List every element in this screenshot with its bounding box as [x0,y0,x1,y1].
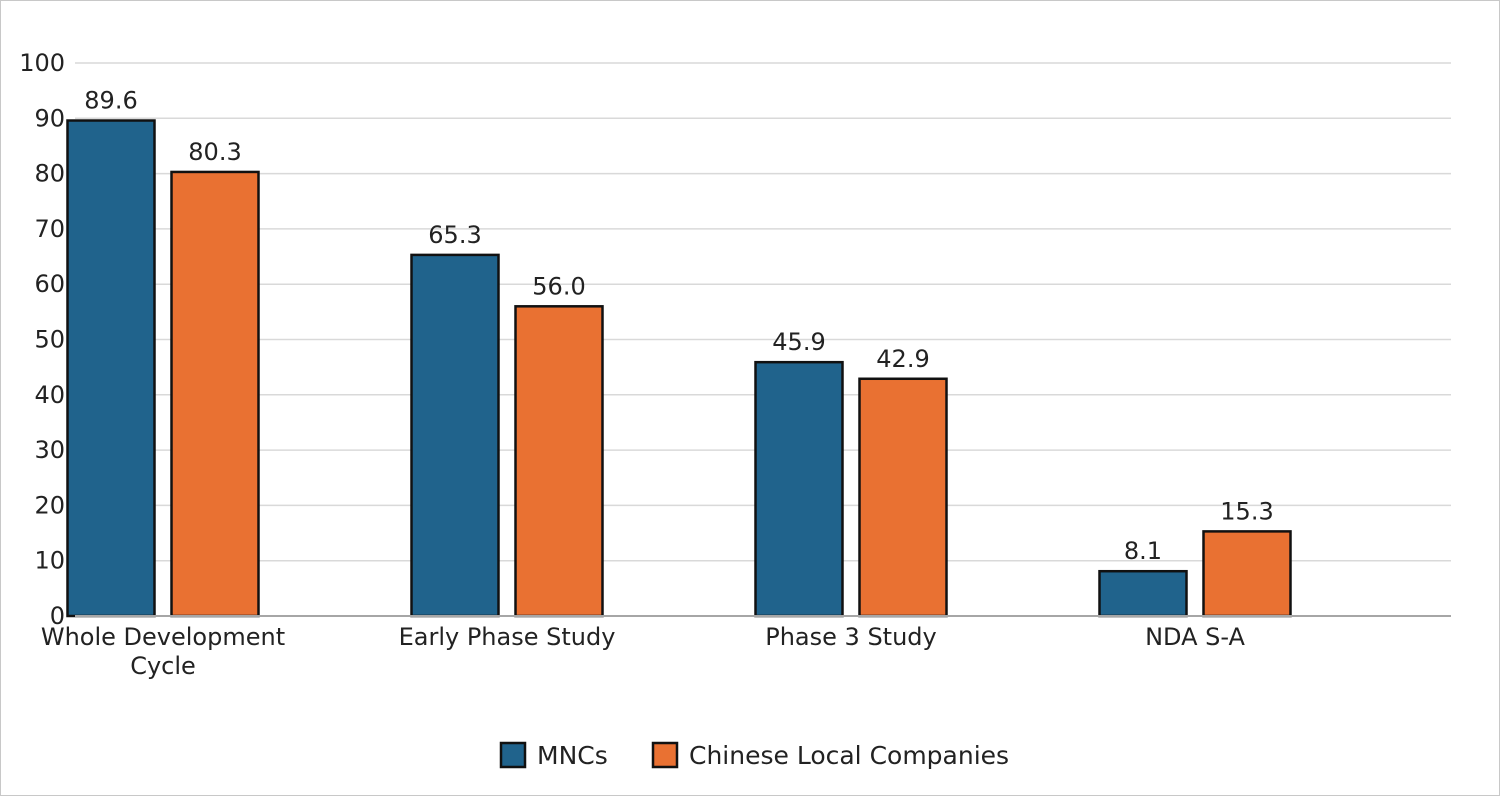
y-tick-label: 20 [34,491,65,519]
value-labels: 89.6 80.3 65.3 56.0 45.9 42.9 8.1 15.3 [84,87,1273,566]
x-category-label: NDA S-A [1145,623,1245,651]
y-tick-label: 70 [34,215,65,243]
y-tick-label: 30 [34,436,65,464]
y-axis-ticks: 0 10 20 30 40 50 60 70 80 90 100 [19,49,65,630]
y-tick-label: 0 [50,602,65,630]
bar-mncs-3 [1098,569,1188,618]
legend-label: Chinese Local Companies [689,741,1009,770]
legend: MNCs Chinese Local Companies [499,741,1009,770]
data-label: 8.1 [1124,537,1162,565]
data-label: 42.9 [876,345,929,373]
y-tick-label: 50 [34,326,65,354]
x-category-label: Cycle [130,652,196,680]
bar-chinese-local-1 [514,305,604,618]
bar-chinese-local-2 [858,377,948,618]
bars [66,119,1292,618]
y-tick-label: 100 [19,49,65,77]
data-label: 89.6 [84,87,137,115]
legend-swatch-1 [651,741,679,769]
gridlines [75,62,1451,562]
data-label: 80.3 [188,138,241,166]
bar-chinese-local-3 [1202,530,1292,618]
bar-mncs-0 [66,119,156,618]
data-label: 15.3 [1220,497,1273,525]
y-tick-label: 80 [34,160,65,188]
legend-swatch-0 [499,741,527,769]
data-label: 65.3 [428,221,481,249]
bar-mncs-1 [410,253,500,618]
y-tick-label: 40 [34,381,65,409]
y-tick-label: 60 [34,270,65,298]
bar-chinese-local-0 [170,170,260,618]
legend-label: MNCs [537,741,608,770]
y-tick-label: 10 [34,547,65,575]
x-category-label: Phase 3 Study [765,623,936,651]
x-category-label: Early Phase Study [399,623,616,651]
data-label: 56.0 [532,272,585,300]
bar-mncs-2 [754,360,844,618]
x-category-label: Whole Development [41,623,285,651]
y-tick-label: 90 [34,104,65,132]
data-label: 45.9 [772,328,825,356]
